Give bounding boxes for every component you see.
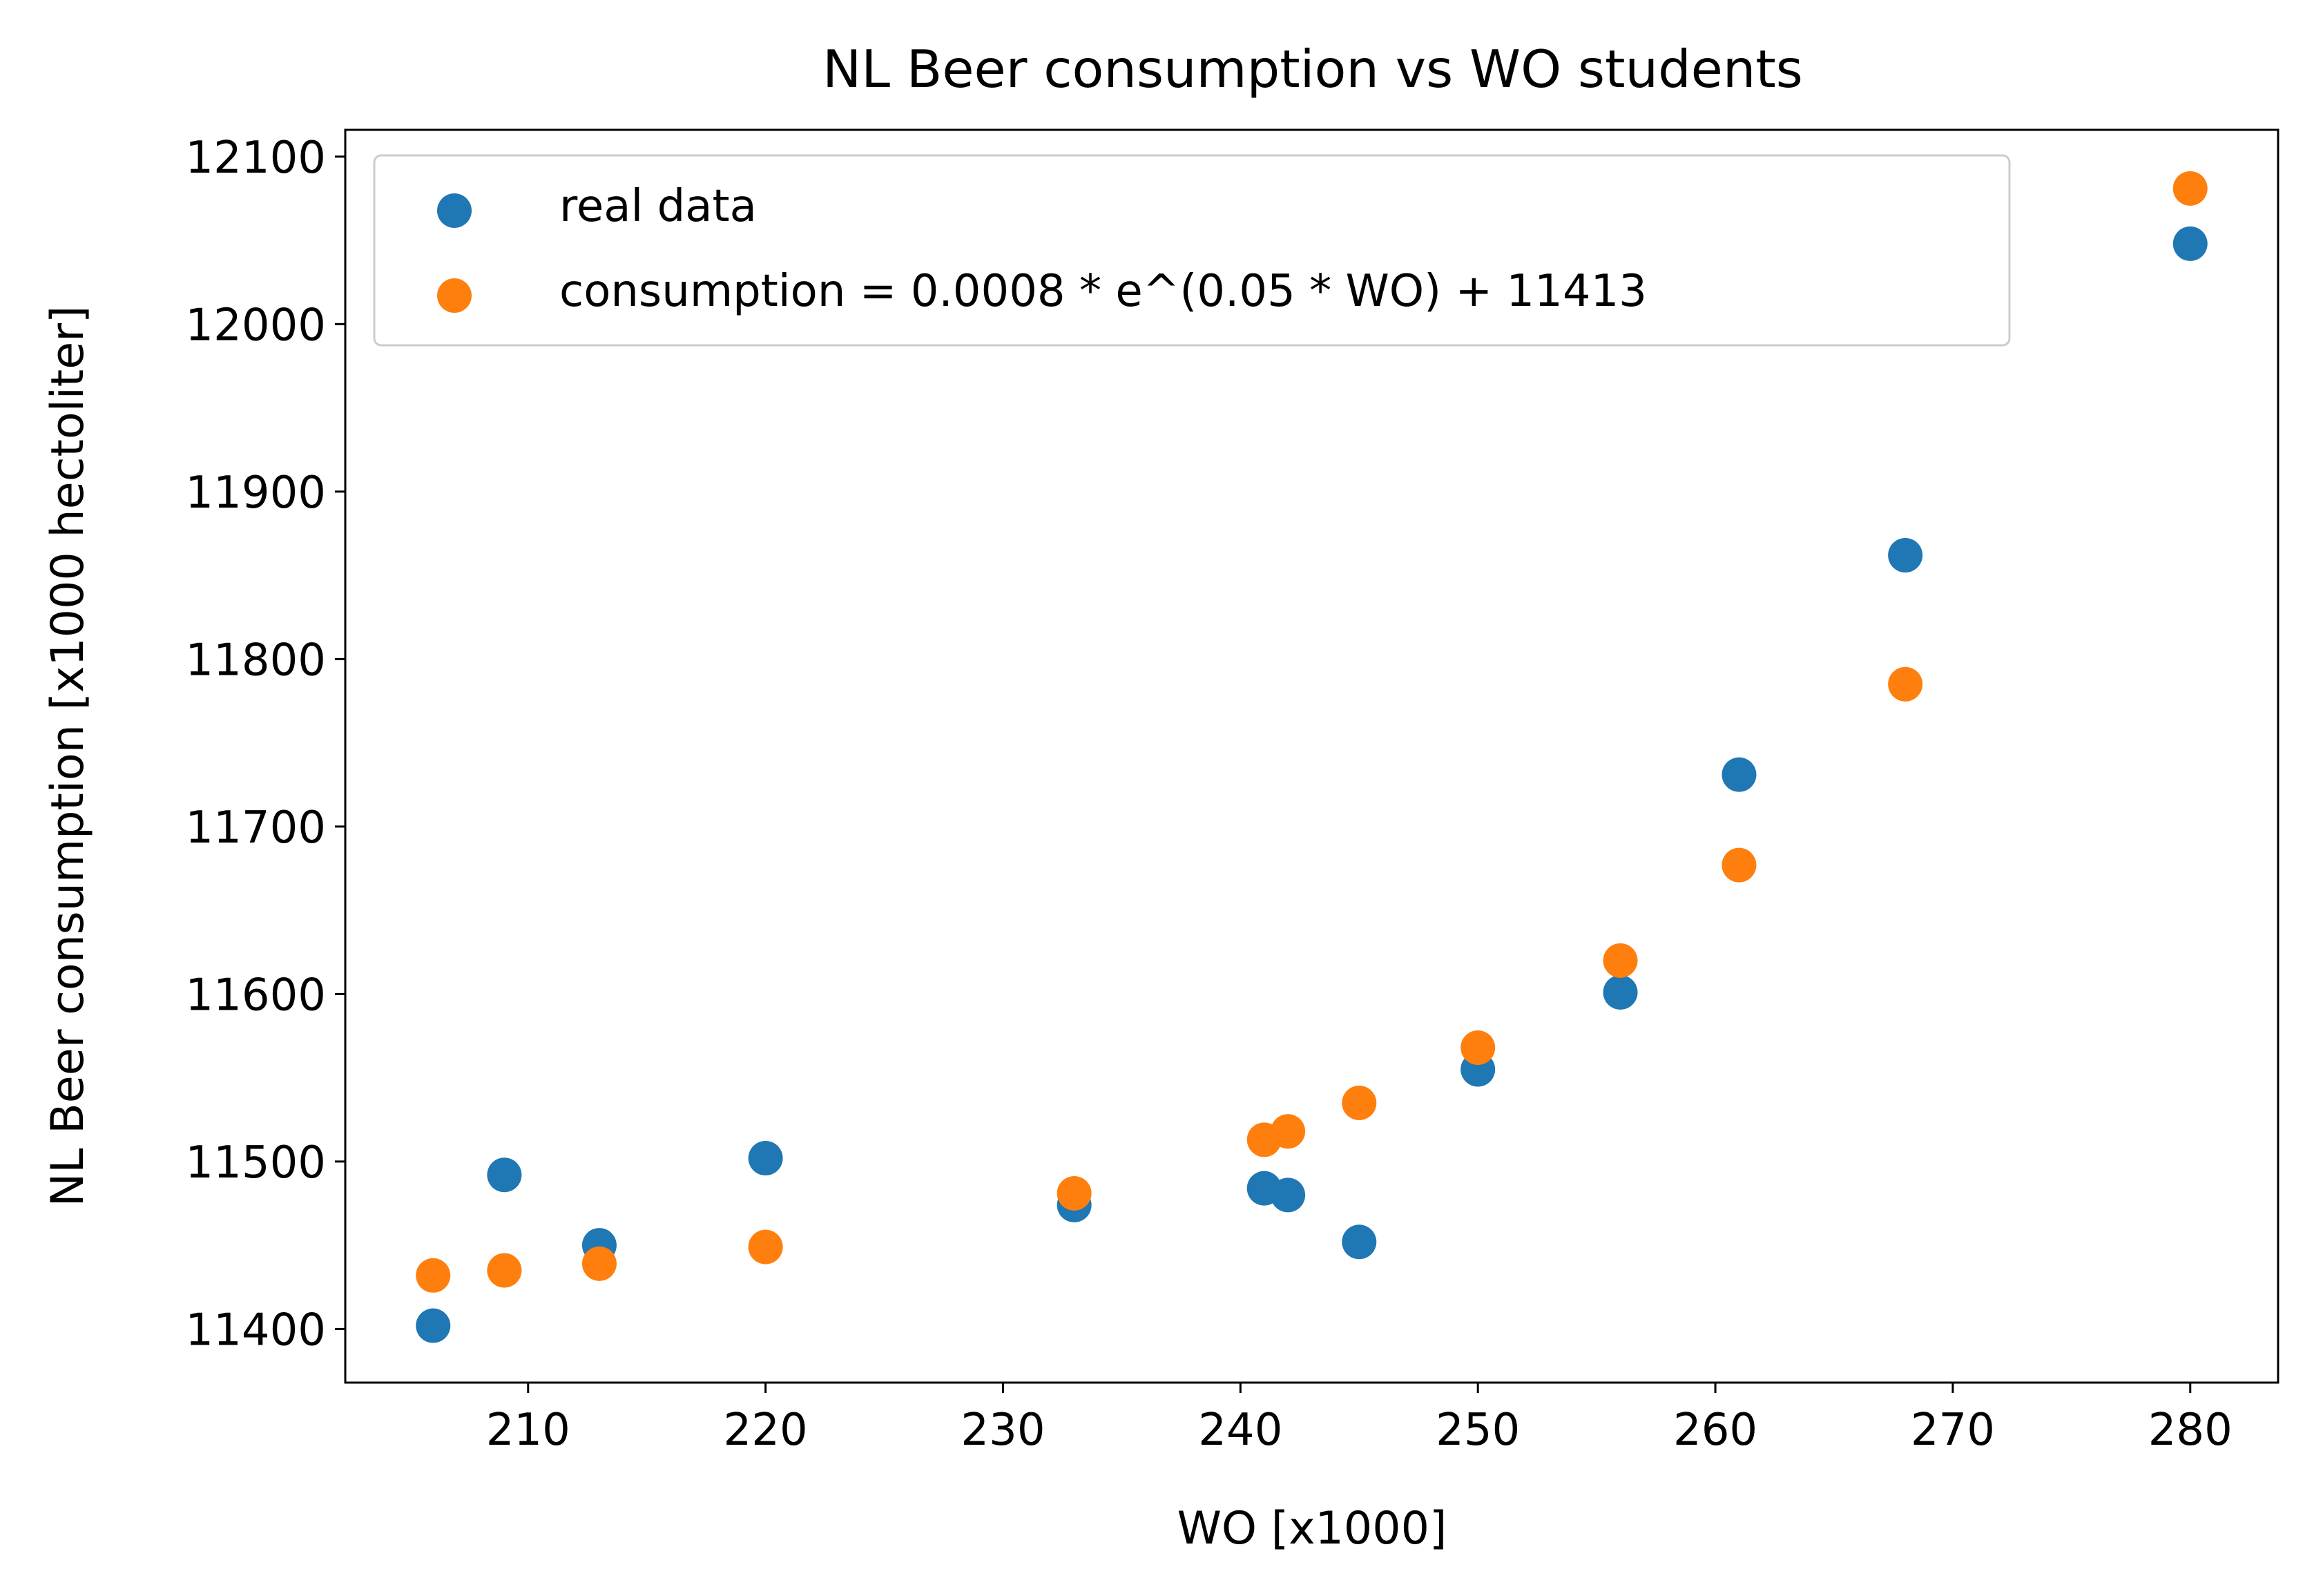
y-tick-label: 11900 [185, 468, 326, 519]
x-tick-label: 240 [1198, 1405, 1282, 1456]
real-data-point [1603, 974, 1638, 1010]
y-tick-label: 11800 [185, 635, 326, 686]
x-tick-label: 230 [961, 1405, 1045, 1456]
legend-label-model: consumption = 0.0008 * e^(0.05 * WO) + 1… [559, 266, 1647, 317]
model-data-point [748, 1229, 783, 1265]
chart-title: NL Beer consumption vs WO students [822, 39, 1803, 99]
x-tick-label: 260 [1673, 1405, 1757, 1456]
x-axis-label: WO [x1000] [1177, 1503, 1447, 1555]
y-axis-ticks: 11400 11500 11600 11700 11800 11900 12000 12100 [185, 133, 345, 1356]
x-tick-label: 210 [486, 1405, 570, 1456]
y-tick-label: 11600 [185, 970, 326, 1021]
model-data-point [1888, 666, 1923, 702]
legend-label-real-data: real data [559, 181, 757, 232]
model-data-point [1603, 943, 1638, 978]
x-axis-ticks: 210 220 230 240 250 260 270 280 [486, 1383, 2233, 1456]
plot-frame [344, 128, 2279, 1384]
model-data-point [2172, 171, 2208, 206]
legend-box [373, 154, 2011, 347]
real-data-point [1722, 757, 1757, 792]
model-data-point [1460, 1030, 1496, 1065]
real-data-point [1271, 1177, 1306, 1213]
real-data-point [487, 1157, 522, 1193]
model-data-point [1271, 1114, 1306, 1149]
y-tick-label: 11700 [185, 802, 326, 854]
x-tick-label: 280 [2148, 1405, 2233, 1456]
y-tick-label: 11400 [185, 1305, 326, 1356]
legend: real data consumption = 0.0008 * e^(0.05… [373, 154, 2011, 347]
real-data-point [416, 1308, 451, 1343]
x-tick-label: 250 [1436, 1405, 1520, 1456]
legend-marker-real-data [437, 193, 472, 228]
model-data-point [1057, 1175, 1092, 1211]
model-data-point [1722, 847, 1757, 883]
y-tick-label: 11500 [185, 1137, 326, 1189]
x-tick-label: 220 [724, 1405, 808, 1456]
model-data-point [416, 1258, 451, 1293]
y-axis-label: NL Beer consumption [x1000 hectoliter] [42, 306, 94, 1207]
legend-marker-model [437, 278, 472, 313]
model-data-point [1342, 1086, 1377, 1121]
real-data-point [748, 1141, 783, 1176]
real-data-point [1342, 1224, 1377, 1260]
model-data-point [581, 1246, 617, 1281]
y-tick-label: 12000 [185, 300, 326, 351]
real-data-point [2172, 226, 2208, 261]
x-tick-label: 270 [1911, 1405, 1995, 1456]
data-points [416, 171, 2208, 1343]
y-tick-label: 12100 [185, 133, 326, 184]
model-data-point [487, 1253, 522, 1288]
real-data-point [1888, 537, 1923, 573]
